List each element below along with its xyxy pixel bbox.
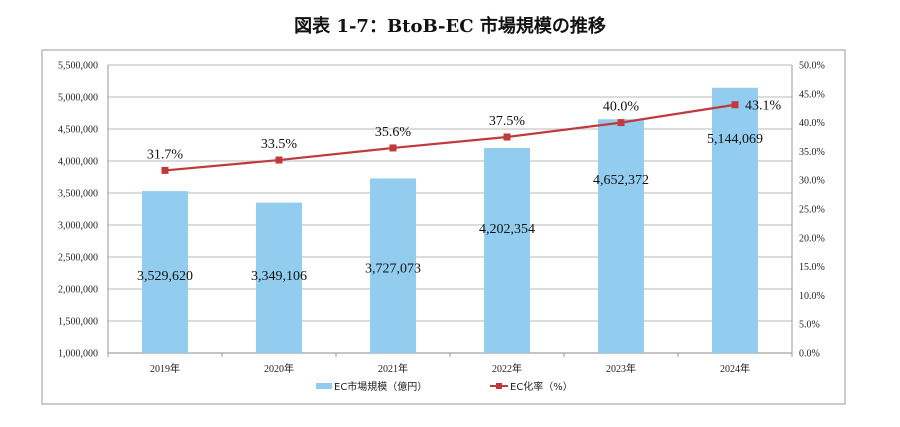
y-right-tick-label: 15.0% xyxy=(799,262,825,273)
ec-rate-marker xyxy=(617,119,625,127)
bar-data-label: 4,652,372 xyxy=(593,173,649,188)
rate-data-label: 35.6% xyxy=(375,125,412,140)
chart-frame xyxy=(41,49,846,405)
legend-bar-swatch xyxy=(316,383,332,389)
ec-rate-marker xyxy=(731,101,739,109)
x-tick-label: 2019年 xyxy=(150,362,180,375)
bar-2024年 xyxy=(712,87,758,353)
y-left-tick-label: 1,500,000 xyxy=(58,317,98,328)
legend-bar-label: EC市場規模（億円） xyxy=(334,380,427,393)
rate-data-label: 31.7% xyxy=(147,147,184,162)
y-right-tick-label: 30.0% xyxy=(799,176,825,187)
x-tick-label: 2022年 xyxy=(492,362,522,375)
y-right-tick-label: 40.0% xyxy=(799,118,825,129)
bar-data-label: 3,529,620 xyxy=(137,269,193,284)
y-left-tick-label: 1,000,000 xyxy=(58,349,98,360)
rate-data-label: 33.5% xyxy=(261,137,298,152)
bar-2021年 xyxy=(370,178,416,353)
bar-data-label: 4,202,354 xyxy=(479,222,535,237)
ec-rate-line xyxy=(164,103,736,172)
bar-data-label: 5,144,069 xyxy=(707,132,763,147)
chart-title: 図表 1-7：BtoB-EC 市場規模の推移 xyxy=(294,16,606,37)
ec-rate-marker xyxy=(275,156,283,164)
y-left-tick-label: 5,500,000 xyxy=(58,61,98,72)
bar-data-label: 3,349,106 xyxy=(251,269,307,284)
legend-line-label: EC化率（%） xyxy=(510,380,573,393)
y-right-tick-label: 45.0% xyxy=(799,89,825,100)
bar-2022年 xyxy=(484,148,530,353)
y-left-tick-label: 5,000,000 xyxy=(58,93,98,104)
bar-2019年 xyxy=(142,191,188,353)
y-left-tick-label: 4,500,000 xyxy=(58,125,98,136)
y-left-tick-label: 4,000,000 xyxy=(58,157,98,168)
rate-data-label: 37.5% xyxy=(489,114,526,129)
y-left-tick-label: 3,000,000 xyxy=(58,221,98,232)
bar-2023年 xyxy=(598,119,644,353)
x-tick-label: 2021年 xyxy=(378,362,408,375)
y-right-tick-label: 5.0% xyxy=(799,320,820,331)
y-right-tick-label: 35.0% xyxy=(799,147,825,158)
bar-data-label: 3,727,073 xyxy=(365,261,421,276)
y-right-tick-label: 20.0% xyxy=(799,233,825,244)
y-left-tick-label: 3,500,000 xyxy=(58,189,98,200)
ec-rate-marker xyxy=(503,133,511,141)
y-right-tick-label: 50.0% xyxy=(799,61,825,72)
legend-line-marker xyxy=(496,383,502,389)
y-left-tick-label: 2,000,000 xyxy=(58,285,98,296)
rate-data-label: 40.0% xyxy=(603,100,640,115)
ec-rate-marker xyxy=(161,166,169,174)
y-left-tick-label: 2,500,000 xyxy=(58,253,98,264)
ec-rate-marker xyxy=(389,144,397,152)
y-right-tick-label: 0.0% xyxy=(799,349,820,360)
x-tick-label: 2023年 xyxy=(606,362,636,375)
x-tick-label: 2020年 xyxy=(264,362,294,375)
y-right-tick-label: 25.0% xyxy=(799,205,825,216)
bar-2020年 xyxy=(256,202,302,353)
y-right-tick-label: 10.0% xyxy=(799,291,825,302)
rate-data-label: 43.1% xyxy=(745,99,782,114)
x-tick-label: 2024年 xyxy=(720,362,750,375)
